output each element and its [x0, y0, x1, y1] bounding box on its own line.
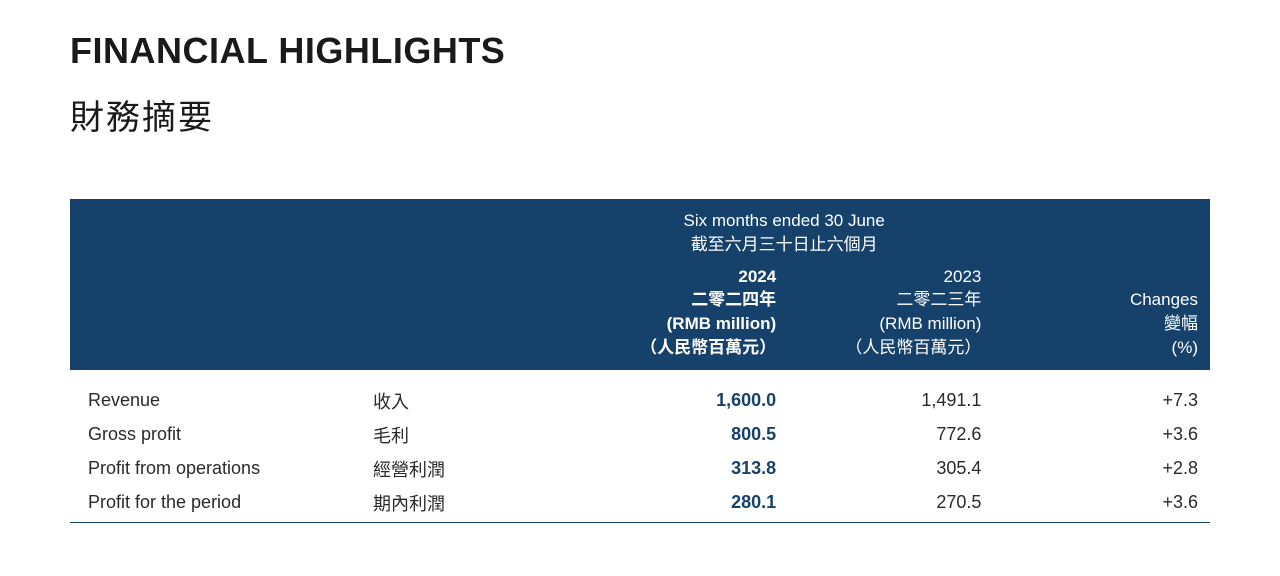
col-2023-year-zh: 二零二三年	[896, 290, 981, 309]
period-label-en: Six months ended 30 June	[684, 211, 885, 230]
metric-en: Revenue	[70, 370, 355, 418]
col-2023-unit-en: (RMB million)	[879, 314, 981, 333]
value-2024: 1,600.0	[583, 370, 788, 418]
table-header: Six months ended 30 June 截至六月三十日止六個月 202…	[70, 199, 1210, 370]
table-row: Profit from operations 經營利潤 313.8 305.4 …	[70, 452, 1210, 486]
page-title-zh: 財務摘要	[70, 90, 1210, 139]
page-title-en: FINANCIAL HIGHLIGHTS	[70, 30, 1210, 72]
value-chg: +7.3	[993, 370, 1210, 418]
col-2024-unit-zh: （人民幣百萬元）	[640, 338, 776, 357]
value-chg: +3.6	[993, 418, 1210, 452]
value-chg: +3.6	[993, 486, 1210, 523]
value-2024: 800.5	[583, 418, 788, 452]
table-row: Profit for the period 期內利潤 280.1 270.5 +…	[70, 486, 1210, 523]
metric-zh: 收入	[355, 370, 583, 418]
col-changes-en: Changes	[1130, 290, 1198, 309]
table-body: Revenue 收入 1,600.0 1,491.1 +7.3 Gross pr…	[70, 370, 1210, 523]
col-2023-unit-zh: （人民幣百萬元）	[845, 338, 981, 357]
table-row: Gross profit 毛利 800.5 772.6 +3.6	[70, 418, 1210, 452]
col-changes-zh: 變幅	[1164, 314, 1198, 333]
value-2023: 270.5	[788, 486, 993, 523]
value-2023: 772.6	[788, 418, 993, 452]
value-2024: 280.1	[583, 486, 788, 523]
metric-en: Gross profit	[70, 418, 355, 452]
col-2023-year: 2023	[944, 267, 982, 286]
metric-zh: 經營利潤	[355, 452, 583, 486]
col-changes-unit: (%)	[1172, 338, 1198, 357]
metric-zh: 期內利潤	[355, 486, 583, 523]
period-label-zh: 截至六月三十日止六個月	[691, 235, 878, 254]
metric-en: Profit from operations	[70, 452, 355, 486]
financial-highlights-table: Six months ended 30 June 截至六月三十日止六個月 202…	[70, 199, 1210, 523]
metric-zh: 毛利	[355, 418, 583, 452]
value-2023: 1,491.1	[788, 370, 993, 418]
table-row: Revenue 收入 1,600.0 1,491.1 +7.3	[70, 370, 1210, 418]
value-chg: +2.8	[993, 452, 1210, 486]
metric-en: Profit for the period	[70, 486, 355, 523]
value-2023: 305.4	[788, 452, 993, 486]
col-2024-unit-en: (RMB million)	[667, 314, 777, 333]
col-2024-year: 2024	[738, 267, 776, 286]
col-2024-year-zh: 二零二四年	[691, 290, 776, 309]
value-2024: 313.8	[583, 452, 788, 486]
